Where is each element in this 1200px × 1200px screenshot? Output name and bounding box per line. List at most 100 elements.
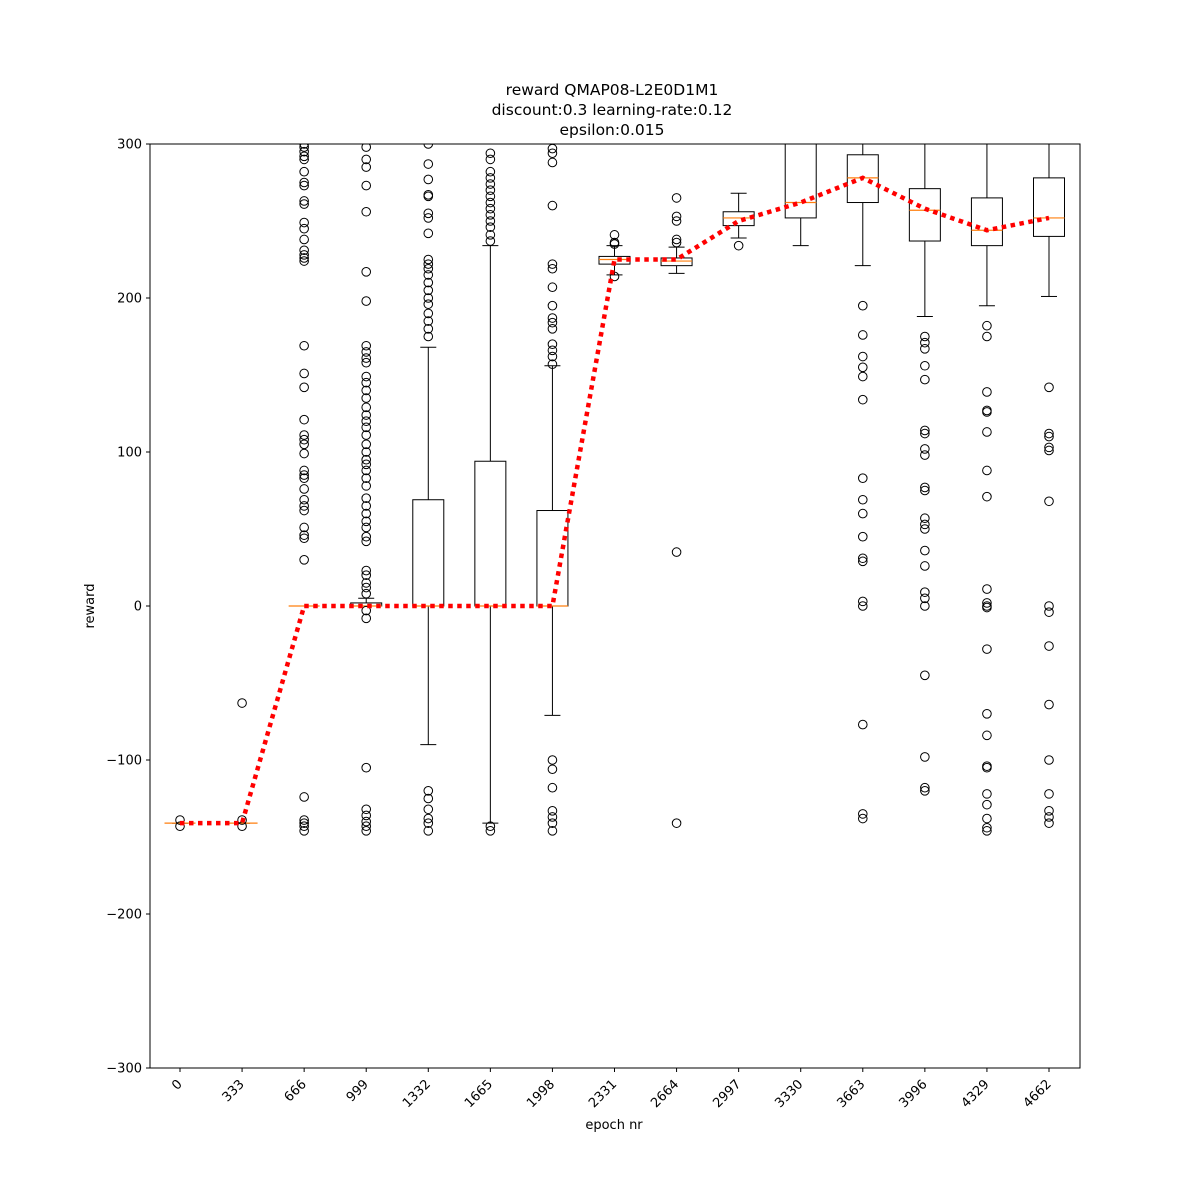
outlier [299,382,309,393]
outlier [361,154,372,165]
outlier [1044,755,1054,765]
outlier [857,596,868,607]
outlier [423,331,434,342]
outlier [361,826,372,836]
outlier [547,812,558,822]
outlier [920,360,930,371]
outlier [423,191,434,202]
outlier [547,300,558,311]
outlier [361,340,372,351]
outlier [423,263,434,274]
outlier [361,804,372,815]
outlier [361,481,372,491]
x-tick-label: 1665 [462,1077,496,1111]
outlier [857,394,868,405]
outlier [299,430,309,440]
outlier [920,601,930,611]
x-tick-label: 1998 [524,1077,558,1111]
outlier [361,180,372,191]
outlier [485,203,496,214]
outlier [361,353,372,363]
outlier [1044,382,1054,393]
outlier [299,522,309,533]
outlier [485,154,496,165]
outlier [361,206,372,217]
box [784,144,817,219]
outlier [1044,428,1054,439]
outlier [547,806,558,816]
outlier [361,565,372,576]
outlier [423,793,434,804]
outlier [299,144,309,152]
outlier [857,362,868,373]
outlier [920,513,930,524]
outlier [485,191,496,202]
outlier [857,494,868,505]
outlier [547,313,558,323]
outlier [857,508,868,519]
outlier [361,536,372,547]
outlier [299,253,309,263]
outlier [423,208,434,219]
outlier [361,347,372,357]
outlier [361,516,372,527]
outlier [485,210,496,220]
outlier [299,151,309,162]
outlier [485,222,496,232]
outlier [485,216,496,226]
outlier [361,410,372,420]
outlier [547,282,558,293]
outlier [361,531,372,542]
outlier [299,465,309,476]
outlier [361,821,372,832]
outlier [299,250,309,260]
outlier [1044,641,1054,651]
outlier [857,371,868,382]
outlier [423,144,434,149]
outlier [423,228,434,239]
outlier [485,179,496,189]
outlier [361,162,372,172]
outlier [671,818,682,828]
x-tick-label: 333 [220,1077,248,1105]
outlier [423,316,434,326]
outlier [547,782,558,793]
outlier [671,193,682,203]
outlier [920,425,930,436]
outlier [423,285,434,296]
chart-title: discount:0.3 learning-rate:0.12 [492,101,733,119]
outlier [361,816,372,827]
x-tick-label: 999 [344,1077,372,1105]
outlier [361,430,372,440]
outlier [857,531,868,542]
outlier [299,234,309,245]
outlier [982,602,992,613]
outlier [361,144,372,152]
outlier [920,561,930,571]
box [846,154,879,204]
outlier [361,447,372,457]
outlier [361,578,372,588]
outlier [423,277,434,288]
y-tick-label: −200 [106,908,142,923]
outlier [982,320,992,331]
box [722,211,755,227]
outlier [299,555,309,565]
outlier [299,166,309,177]
outlier [361,465,372,476]
outlier [485,185,496,195]
x-tick-label: 0 [169,1077,185,1093]
x-tick-label: 4662 [1021,1077,1055,1111]
outlier [1044,431,1054,442]
outlier [423,324,434,334]
outlier [1044,806,1054,816]
outlier [920,428,930,439]
outlier [423,813,434,824]
outlier [857,556,868,567]
y-tick-label: 100 [117,446,142,461]
outlier [423,254,434,265]
outlier [361,588,372,599]
outlier [920,444,930,454]
outlier [299,434,309,445]
outlier [857,330,868,340]
